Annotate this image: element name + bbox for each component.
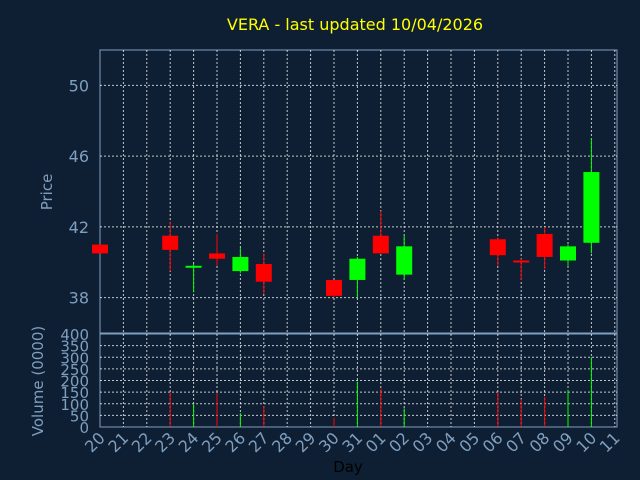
candle [185, 264, 202, 293]
candle-body [92, 244, 108, 254]
candle [209, 233, 225, 266]
volume-tick-label: 200 [60, 373, 89, 391]
candle-body [349, 258, 366, 280]
candle [560, 244, 576, 266]
candle-body [489, 239, 506, 256]
volume-tick-label: 0 [79, 419, 89, 437]
candle-body [326, 279, 342, 296]
candle [326, 279, 342, 298]
volume-series [169, 357, 592, 427]
candle-body [185, 265, 202, 268]
x-axis-ticks: 2021222324252627282930310102030405060708… [81, 428, 624, 456]
volume-panel [99, 333, 618, 428]
candle [489, 237, 506, 266]
candle [349, 256, 366, 298]
price-panel [99, 49, 618, 334]
x-axis-label: Day [333, 458, 363, 476]
candle-body [536, 233, 553, 257]
candle-body [162, 235, 179, 250]
candlestick-series [92, 138, 600, 298]
candle-body [209, 253, 225, 259]
candle [396, 235, 413, 280]
candle [162, 221, 179, 272]
volume-tick-label: 150 [60, 384, 89, 402]
volume-tick-label: 300 [60, 349, 89, 367]
candle [232, 248, 249, 273]
volume-tick-label: 100 [60, 396, 89, 414]
candle-body [583, 172, 600, 243]
volume-axis-label: Volume (0000) [29, 326, 47, 436]
candle [583, 138, 600, 254]
candle [513, 258, 530, 280]
candle-body [513, 260, 530, 263]
price-axis-ticks: 38 42 46 50 [69, 76, 89, 307]
candle-body [372, 235, 389, 254]
candle [255, 253, 272, 295]
candle-body [255, 264, 272, 282]
candle-body [396, 246, 413, 275]
chart-title: VERA - last updated 10/04/2026 [227, 15, 483, 34]
price-tick-label: 50 [69, 76, 89, 95]
candle [92, 244, 108, 254]
volume-tick-label: 400 [60, 326, 89, 344]
candle-body [232, 256, 249, 272]
candle-body [560, 246, 576, 261]
x-tick-label: 11 [596, 428, 624, 456]
price-axis-label: Price [38, 174, 56, 211]
volume-tick-label: 350 [60, 338, 89, 356]
candle [372, 210, 389, 254]
price-tick-label: 38 [69, 289, 89, 308]
volume-tick-label: 50 [70, 407, 89, 425]
candle [536, 226, 553, 270]
price-tick-label: 42 [69, 218, 89, 237]
volume-tick-label: 250 [60, 361, 89, 379]
price-tick-label: 46 [69, 147, 89, 166]
